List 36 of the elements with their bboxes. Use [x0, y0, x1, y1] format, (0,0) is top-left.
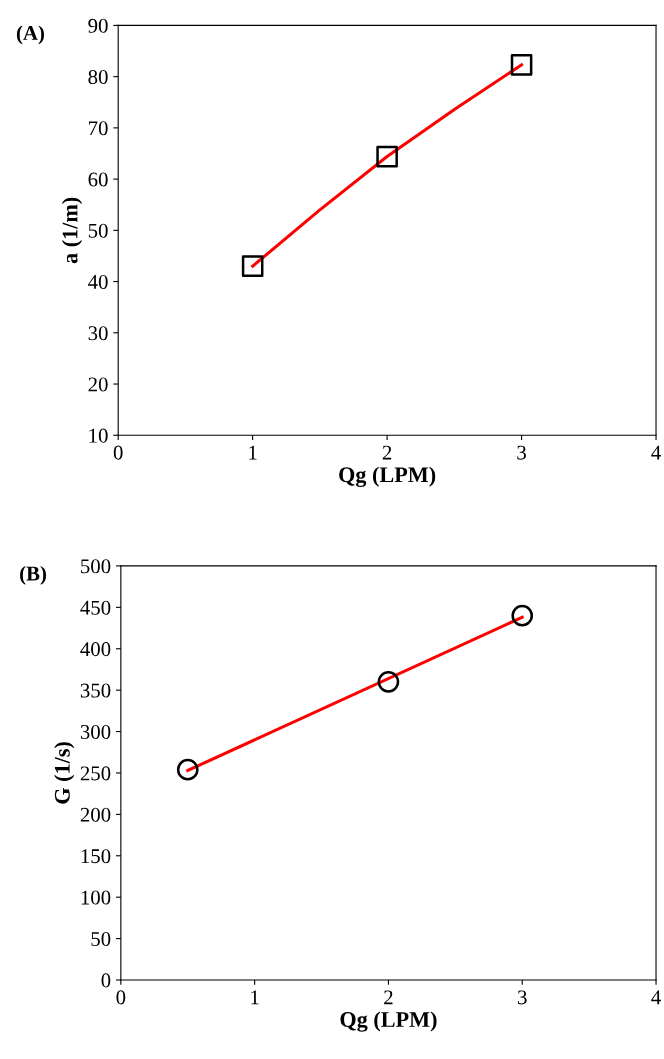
x-axis-title: Qg (LPM)	[339, 466, 436, 487]
x-tick-label: 1	[249, 445, 257, 460]
y-tick-label: 150	[81, 849, 111, 864]
y-tick-label: 40	[88, 274, 108, 289]
y-tick-label: 100	[81, 890, 111, 905]
x-tick-label: 0	[113, 445, 123, 460]
x-tick-label: 1	[251, 990, 259, 1005]
y-tick-label: 0	[101, 973, 111, 988]
y-axis-title: G (1/s)	[54, 742, 75, 804]
y-tick-label: 70	[89, 121, 108, 136]
y-tick-label: 60	[88, 172, 108, 187]
x-tick-label: 2	[384, 990, 393, 1005]
x-tick-label: 4	[651, 445, 661, 460]
y-tick-label: 400	[80, 642, 111, 657]
x-tick-label: 2	[382, 445, 392, 460]
y-tick-label: 10	[89, 428, 108, 443]
x-tick-label: 4	[651, 990, 661, 1005]
y-tick-label: 50	[88, 223, 108, 238]
y-tick-label: 250	[80, 766, 111, 781]
y-tick-label: 450	[80, 600, 111, 615]
x-tick-label: 3	[517, 445, 526, 460]
y-tick-label: 200	[80, 807, 111, 822]
text: (A)	[16, 25, 45, 45]
x-axis-title: Qg (LPM)	[340, 1011, 437, 1032]
x-tick-label: 3	[518, 990, 527, 1005]
y-axis-title: a (1/m)	[61, 197, 83, 264]
y-tick-label: 80	[88, 70, 108, 85]
y-tick-label: 90	[88, 18, 108, 33]
y-tick-label: 350	[80, 683, 111, 698]
y-tick-label: 50	[91, 931, 111, 947]
y-tick-label: 20	[88, 377, 108, 392]
x-tick-label: 0	[116, 990, 126, 1005]
y-tick-label: 30	[88, 326, 108, 341]
text: (B)	[20, 565, 47, 585]
y-tick-label: 300	[80, 724, 111, 739]
y-tick-label: 500	[81, 559, 111, 574]
